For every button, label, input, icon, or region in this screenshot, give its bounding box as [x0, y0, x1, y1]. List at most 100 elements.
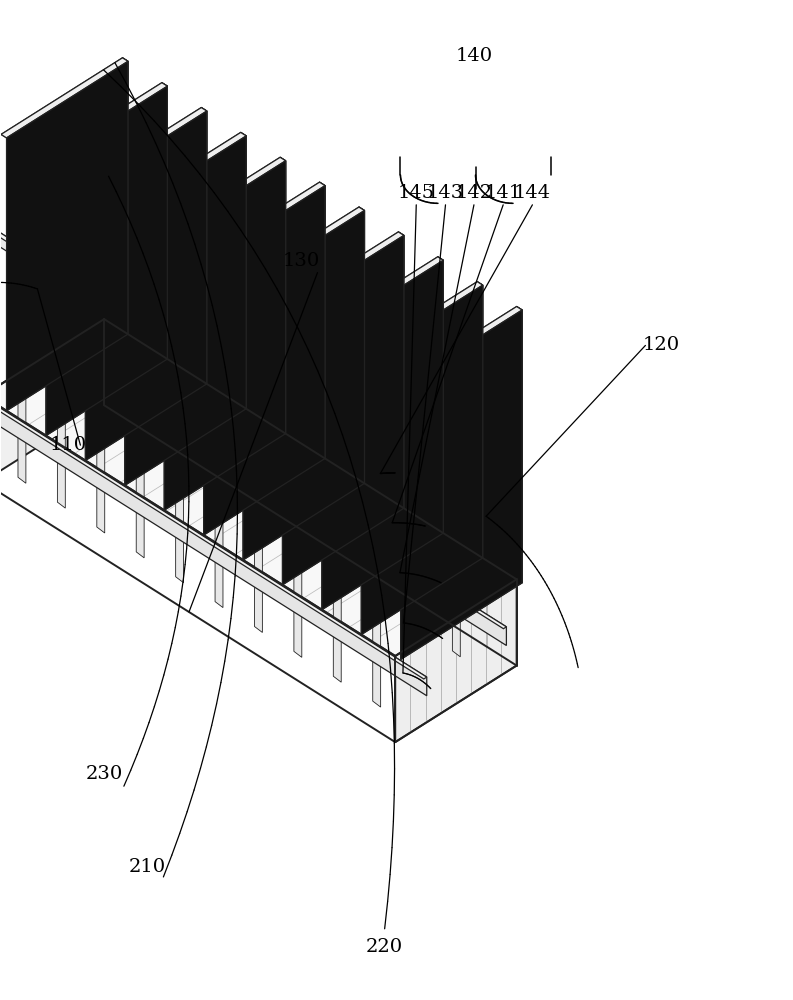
Polygon shape — [77, 159, 521, 439]
Polygon shape — [238, 207, 365, 287]
Ellipse shape — [97, 340, 107, 347]
Polygon shape — [0, 319, 516, 656]
Polygon shape — [282, 235, 404, 585]
Polygon shape — [395, 579, 516, 742]
Ellipse shape — [451, 564, 462, 571]
Ellipse shape — [175, 390, 186, 397]
Polygon shape — [438, 257, 443, 533]
Ellipse shape — [372, 614, 381, 621]
Ellipse shape — [333, 490, 343, 497]
Polygon shape — [277, 232, 404, 312]
Polygon shape — [204, 186, 325, 535]
Polygon shape — [80, 108, 207, 188]
Polygon shape — [98, 341, 105, 433]
Polygon shape — [333, 590, 341, 682]
Polygon shape — [6, 61, 128, 411]
Text: 143: 143 — [427, 184, 464, 202]
Polygon shape — [452, 565, 460, 657]
Polygon shape — [40, 83, 167, 163]
Polygon shape — [119, 132, 246, 213]
Polygon shape — [97, 441, 105, 533]
Polygon shape — [280, 157, 285, 434]
Polygon shape — [80, 108, 207, 188]
Polygon shape — [177, 391, 185, 483]
Polygon shape — [322, 260, 443, 610]
Polygon shape — [255, 440, 263, 532]
Polygon shape — [46, 86, 167, 436]
Polygon shape — [6, 61, 128, 411]
Polygon shape — [1, 58, 128, 138]
Polygon shape — [46, 86, 167, 436]
Polygon shape — [477, 282, 483, 558]
Polygon shape — [398, 232, 404, 508]
Polygon shape — [373, 615, 381, 707]
Polygon shape — [322, 260, 443, 610]
Polygon shape — [243, 211, 365, 560]
Ellipse shape — [96, 440, 106, 447]
Polygon shape — [316, 257, 443, 337]
Ellipse shape — [254, 440, 264, 447]
Polygon shape — [201, 108, 207, 384]
Polygon shape — [282, 235, 404, 585]
Polygon shape — [125, 136, 246, 485]
Polygon shape — [438, 257, 443, 533]
Polygon shape — [122, 58, 128, 334]
Polygon shape — [175, 491, 183, 583]
Polygon shape — [243, 211, 365, 560]
Polygon shape — [215, 515, 223, 608]
Polygon shape — [1, 58, 128, 138]
Polygon shape — [75, 355, 507, 645]
Polygon shape — [359, 207, 365, 483]
Polygon shape — [164, 161, 285, 510]
Polygon shape — [395, 307, 522, 387]
Polygon shape — [119, 132, 246, 213]
Polygon shape — [477, 282, 483, 558]
Polygon shape — [356, 282, 483, 362]
Polygon shape — [295, 465, 303, 557]
Polygon shape — [0, 319, 104, 482]
Polygon shape — [413, 540, 421, 632]
Ellipse shape — [56, 415, 67, 422]
Polygon shape — [216, 415, 224, 508]
Polygon shape — [255, 540, 262, 632]
Ellipse shape — [293, 465, 304, 472]
Polygon shape — [374, 515, 381, 607]
Polygon shape — [0, 221, 422, 501]
Polygon shape — [159, 157, 285, 237]
Polygon shape — [320, 182, 325, 458]
Polygon shape — [400, 310, 522, 659]
Polygon shape — [334, 490, 342, 582]
Ellipse shape — [136, 365, 146, 372]
Polygon shape — [104, 319, 516, 666]
Polygon shape — [86, 111, 207, 460]
Ellipse shape — [215, 415, 225, 422]
Text: 130: 130 — [283, 252, 320, 270]
Polygon shape — [356, 282, 483, 362]
Ellipse shape — [17, 391, 27, 398]
Text: 145: 145 — [398, 184, 435, 202]
Text: 144: 144 — [514, 184, 551, 202]
Polygon shape — [125, 136, 246, 485]
Polygon shape — [362, 285, 483, 635]
Polygon shape — [398, 232, 404, 508]
Text: 210: 210 — [129, 858, 167, 876]
Polygon shape — [0, 221, 422, 513]
Text: 140: 140 — [455, 47, 492, 65]
Polygon shape — [40, 83, 167, 163]
Polygon shape — [516, 307, 522, 583]
Polygon shape — [204, 186, 325, 535]
Polygon shape — [164, 161, 285, 510]
Polygon shape — [198, 182, 325, 262]
Polygon shape — [81, 159, 521, 451]
Polygon shape — [0, 405, 427, 696]
Polygon shape — [122, 58, 128, 334]
Polygon shape — [277, 232, 404, 312]
Polygon shape — [86, 111, 207, 460]
Polygon shape — [362, 285, 483, 635]
Polygon shape — [280, 157, 285, 434]
Polygon shape — [137, 366, 145, 458]
Ellipse shape — [135, 465, 145, 472]
Ellipse shape — [373, 514, 383, 521]
Polygon shape — [136, 466, 144, 558]
Polygon shape — [516, 307, 522, 583]
